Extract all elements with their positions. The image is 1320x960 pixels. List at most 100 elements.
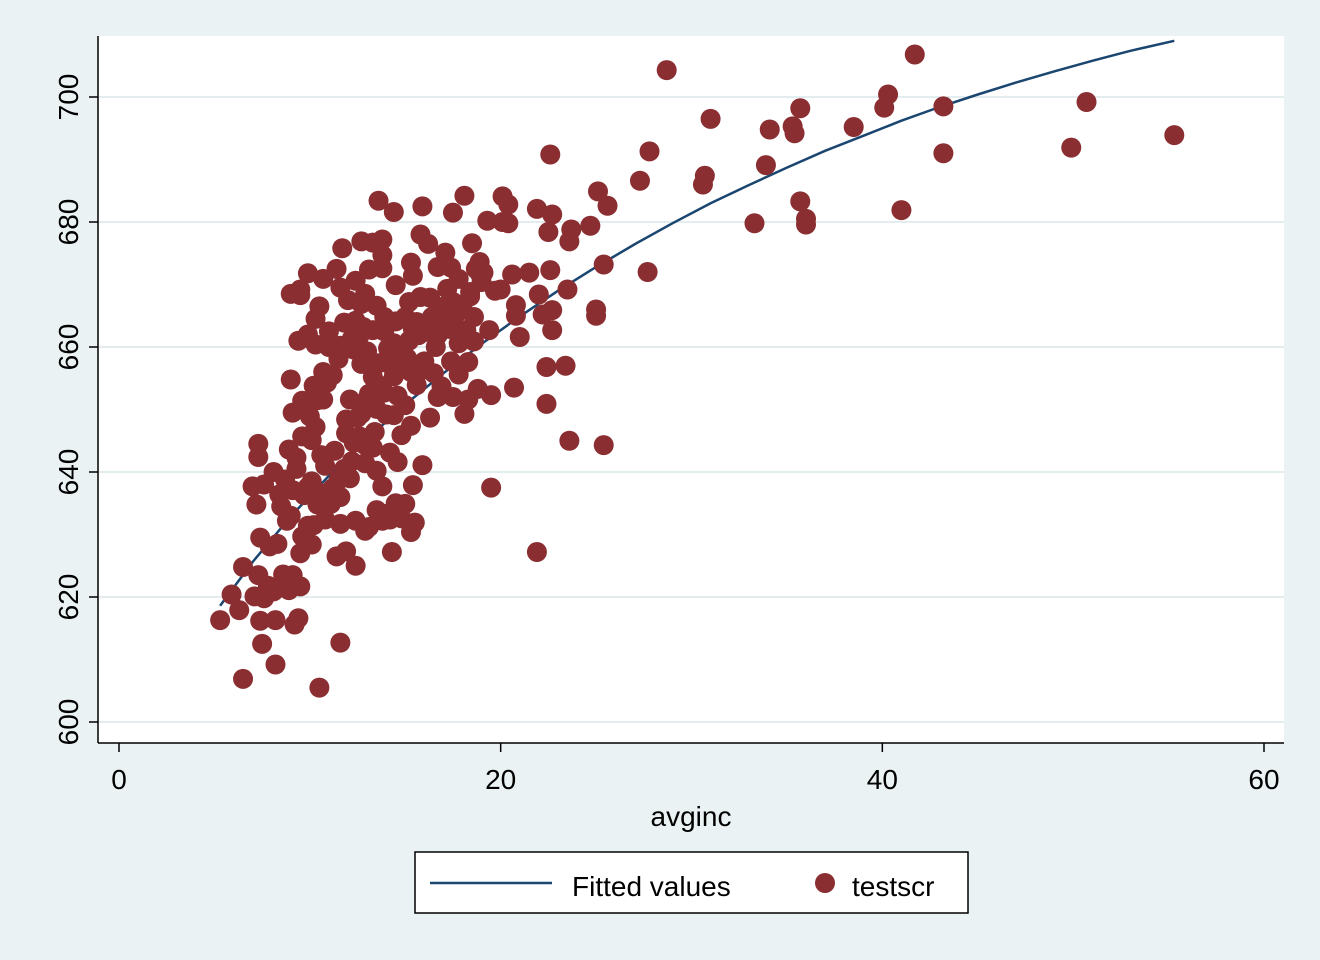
data-point-44 [536, 357, 557, 377]
data-point-0 [904, 44, 925, 65]
data-point-116 [278, 580, 299, 601]
data-point-20 [700, 108, 721, 129]
data-point-27 [587, 181, 608, 202]
data-point-260 [357, 341, 378, 362]
data-point-54 [505, 295, 526, 316]
data-point-288 [324, 440, 345, 461]
data-point-47 [559, 430, 580, 451]
data-point-5 [1076, 92, 1097, 112]
data-point-15 [755, 155, 776, 176]
data-point-19 [744, 213, 765, 234]
data-point-243 [307, 390, 328, 411]
data-point-136 [246, 494, 267, 515]
data-point-32 [542, 204, 563, 225]
data-point-120 [233, 668, 254, 689]
data-point-281 [355, 435, 376, 456]
data-point-122 [221, 584, 242, 605]
data-point-74 [351, 231, 372, 252]
data-point-52 [509, 327, 530, 347]
data-point-272 [465, 258, 486, 279]
data-point-294 [391, 337, 412, 358]
data-point-61 [492, 212, 513, 232]
data-point-192 [330, 513, 351, 534]
data-point-203 [400, 415, 421, 436]
legend-label-testscr: testscr [852, 871, 934, 902]
data-point-249 [276, 510, 297, 531]
data-point-125 [250, 610, 271, 631]
data-point-105 [345, 555, 366, 576]
x-tick-label-40: 40 [867, 764, 898, 795]
data-point-22 [692, 174, 713, 195]
data-point-163 [297, 324, 318, 345]
data-point-251 [303, 515, 324, 536]
x-axis-ticks: 0 20 40 60 [111, 743, 1280, 795]
data-point-29 [580, 215, 601, 236]
data-point-267 [425, 337, 446, 357]
data-point-55 [502, 264, 523, 285]
data-point-117 [265, 610, 286, 631]
data-point-176 [334, 312, 355, 333]
data-point-43 [542, 320, 563, 341]
data-point-38 [586, 305, 607, 326]
data-point-75 [332, 238, 353, 259]
data-point-70 [383, 202, 404, 222]
data-point-107 [326, 546, 347, 567]
data-point-86 [479, 320, 500, 341]
data-point-171 [326, 258, 347, 279]
y-tick-label-620: 620 [53, 574, 84, 621]
data-point-201 [379, 442, 400, 463]
data-point-279 [376, 404, 397, 425]
data-point-278 [387, 385, 408, 406]
data-point-56 [519, 262, 540, 283]
data-point-109 [309, 677, 330, 698]
data-point-50 [481, 477, 502, 498]
data-point-4 [933, 96, 954, 117]
data-point-112 [290, 543, 311, 564]
data-point-78 [402, 265, 423, 286]
data-point-102 [372, 476, 393, 497]
data-point-222 [458, 352, 479, 372]
data-point-247 [275, 469, 296, 490]
data-point-177 [318, 321, 339, 342]
data-point-64 [442, 202, 463, 223]
data-point-142 [248, 433, 269, 454]
data-point-295 [402, 318, 423, 339]
data-point-93 [420, 407, 441, 428]
data-point-245 [292, 426, 313, 447]
data-point-135 [267, 533, 288, 554]
data-point-291 [357, 389, 378, 410]
plot-area [98, 36, 1284, 743]
data-point-269 [444, 305, 465, 326]
data-point-270 [460, 286, 481, 307]
data-point-283 [328, 470, 349, 491]
data-point-246 [286, 447, 307, 468]
data-point-132 [248, 565, 269, 586]
x-tick-label-0: 0 [111, 764, 127, 795]
data-point-94 [412, 455, 433, 476]
data-point-123 [210, 610, 231, 631]
data-point-36 [557, 279, 578, 300]
data-point-39 [593, 254, 614, 275]
data-point-23 [639, 141, 660, 162]
data-point-31 [559, 231, 580, 252]
data-point-199 [402, 475, 423, 496]
data-point-220 [431, 376, 452, 397]
data-point-51 [504, 377, 525, 398]
data-point-11 [790, 98, 811, 119]
data-point-286 [297, 477, 318, 497]
data-point-275 [421, 307, 442, 327]
data-point-293 [381, 356, 402, 377]
data-point-1 [656, 60, 677, 81]
data-point-290 [347, 407, 368, 428]
y-tick-label-600: 600 [53, 699, 84, 746]
data-point-238 [374, 307, 395, 327]
data-point-287 [315, 455, 336, 476]
data-point-90 [454, 403, 475, 424]
y-tick-label-680: 680 [53, 199, 84, 246]
data-point-131 [288, 608, 309, 629]
data-point-25 [637, 262, 658, 282]
y-axis-ticks: 600 620 640 660 680 700 [53, 74, 98, 746]
data-point-266 [414, 351, 435, 372]
data-point-34 [538, 222, 559, 242]
